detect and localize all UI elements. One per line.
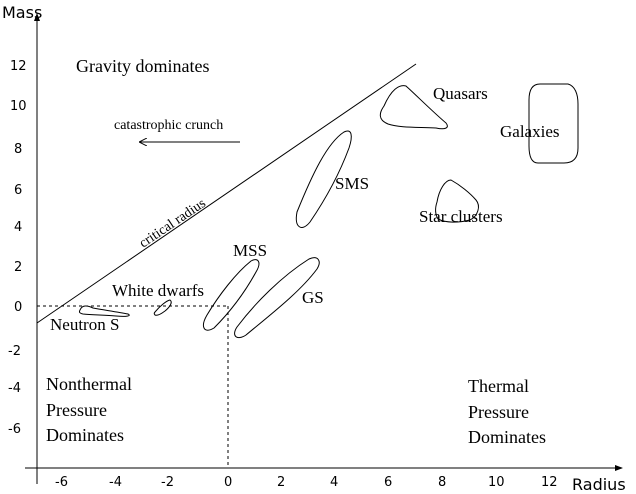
gravity-dominates-label: Gravity dominates (76, 56, 209, 76)
y-tick: 10 (10, 99, 27, 114)
nonthermal-line-2: Pressure (46, 400, 107, 420)
y-tick: 12 (10, 59, 27, 74)
y-tick: -6 (8, 422, 21, 437)
y-tick: -4 (8, 381, 21, 396)
quasars-region (379, 85, 448, 130)
sms-label: SMS (335, 174, 369, 193)
x-tick: 2 (277, 475, 285, 490)
thermal-line-1: Thermal (468, 376, 529, 396)
nonthermal-line-3: Dominates (46, 425, 124, 445)
y-tick: 2 (14, 260, 22, 275)
x-tick: -4 (109, 475, 122, 490)
thermal-line-3: Dominates (468, 427, 546, 447)
y-tick: 8 (14, 142, 22, 157)
x-tick: 10 (488, 475, 505, 490)
white-dwarfs-region (153, 299, 172, 316)
x-tick: 0 (224, 475, 232, 490)
y-tick: -2 (8, 344, 21, 359)
x-tick: 8 (438, 475, 446, 490)
x-tick: 4 (330, 475, 338, 490)
gs-region (234, 257, 320, 339)
mss-region (203, 259, 260, 331)
y-tick: 0 (14, 300, 22, 315)
x-axis-label: Radius (572, 475, 626, 494)
y-tick: 4 (14, 220, 22, 235)
catastrophic-crunch-label: catastrophic crunch (114, 118, 223, 133)
y-tick: 6 (14, 183, 22, 198)
star-clusters-label: Star clusters (419, 207, 503, 226)
galaxies-label: Galaxies (500, 122, 559, 141)
x-tick: -2 (161, 475, 174, 490)
critical-radius-label: critical radius (137, 196, 209, 251)
mss-label: MSS (233, 241, 267, 260)
critical-radius-line (36, 63, 417, 324)
sms-region (295, 130, 352, 228)
star-clusters-region (435, 179, 479, 223)
neutron-star-label: Neutron S (50, 315, 119, 334)
neutron-star-region (78, 305, 130, 317)
x-tick: 6 (384, 475, 392, 490)
x-tick: 12 (541, 475, 558, 490)
y-axis-label: Mass (2, 3, 42, 22)
quasars-label: Quasars (433, 84, 488, 103)
nonthermal-line-1: Nonthermal (46, 374, 132, 394)
gs-label: GS (302, 288, 324, 307)
galaxies-region (528, 83, 579, 164)
x-tick: -6 (55, 475, 68, 490)
white-dwarfs-label: White dwarfs (112, 281, 204, 300)
thermal-line-2: Pressure (468, 402, 529, 422)
